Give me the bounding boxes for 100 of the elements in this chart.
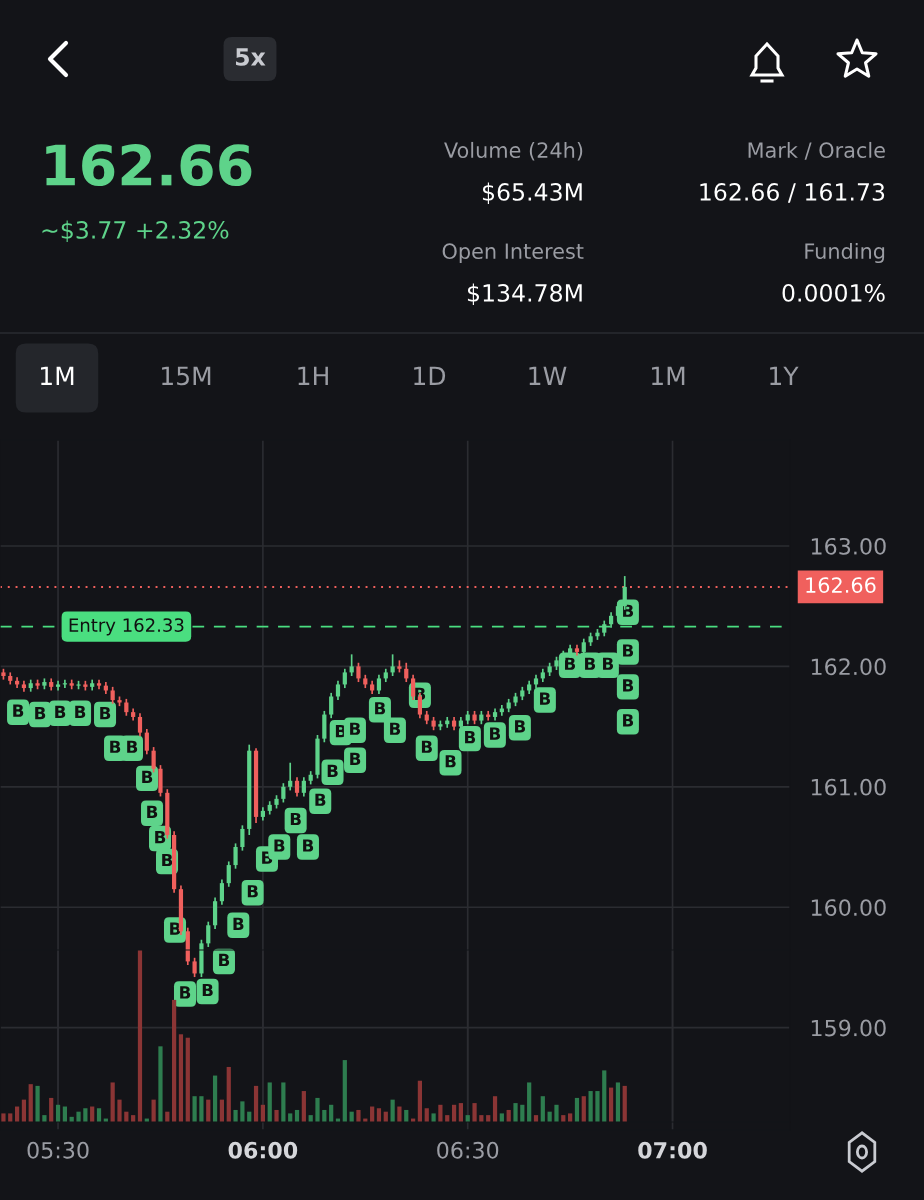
bar xyxy=(49,1097,54,1122)
bar xyxy=(458,1103,463,1122)
text: 1D xyxy=(414,366,446,385)
candlestick xyxy=(329,692,334,720)
bar xyxy=(110,1082,115,1122)
annotation: B xyxy=(155,831,166,844)
text: 5x xyxy=(235,48,266,66)
x-tick-label: 06:00 xyxy=(228,1141,298,1159)
annotation: B xyxy=(623,644,634,657)
bar xyxy=(253,1085,259,1122)
bar xyxy=(608,1087,614,1122)
candlestick xyxy=(144,728,149,756)
bar xyxy=(431,1113,436,1122)
bar xyxy=(622,1085,627,1122)
annotation: B xyxy=(55,705,66,718)
bar xyxy=(240,1101,245,1122)
annotation: B xyxy=(180,986,191,999)
annotation: B xyxy=(147,805,158,818)
candlestick xyxy=(390,653,395,677)
bar xyxy=(588,1091,593,1122)
y-tick-label: 161.00 xyxy=(811,778,886,796)
bar xyxy=(472,1103,477,1122)
annotation: B xyxy=(315,793,326,806)
x-tick-label: 06:30 xyxy=(437,1141,499,1159)
annotation: B xyxy=(75,705,86,718)
bar xyxy=(96,1108,102,1122)
annotation: B xyxy=(202,983,213,997)
y-tick-label: 159.00 xyxy=(811,1019,886,1037)
bar xyxy=(615,1082,621,1122)
annotation: B xyxy=(13,704,24,717)
annotation: B xyxy=(100,707,111,720)
bar xyxy=(233,1109,238,1122)
bar xyxy=(356,1109,361,1122)
annotation: B xyxy=(303,839,314,852)
candlestick xyxy=(226,860,231,888)
text: 15M xyxy=(162,366,211,386)
text: Open Interest xyxy=(442,243,584,264)
candlestick xyxy=(411,673,416,701)
text: 1W xyxy=(529,366,567,385)
candlestick xyxy=(349,653,354,677)
text: 162.66 xyxy=(46,144,252,187)
candlestick xyxy=(240,824,245,852)
bar xyxy=(540,1096,545,1122)
bar xyxy=(35,1085,40,1122)
y-tick-label: 163.00 xyxy=(811,537,886,555)
bar xyxy=(76,1111,81,1122)
annotation: B xyxy=(35,707,46,720)
bar xyxy=(527,1082,532,1122)
annotation: B xyxy=(350,752,361,765)
bar xyxy=(274,1109,279,1122)
annotation: B xyxy=(490,727,501,740)
bar xyxy=(178,1034,184,1122)
bar xyxy=(397,1106,402,1122)
bar xyxy=(554,1104,559,1122)
bar xyxy=(1,1113,6,1122)
bar xyxy=(83,1108,88,1122)
candlestick xyxy=(233,842,238,870)
candlestick xyxy=(335,680,341,701)
annotation: B xyxy=(142,770,153,783)
bar xyxy=(199,1096,204,1122)
bar xyxy=(158,1046,163,1122)
bar xyxy=(226,1066,231,1122)
bar xyxy=(117,1099,122,1122)
text: 1Y xyxy=(770,366,799,385)
annotation: B xyxy=(465,731,476,744)
bar xyxy=(492,1096,498,1122)
bar xyxy=(28,1084,33,1122)
candlestick xyxy=(192,956,197,978)
bar xyxy=(342,1060,347,1122)
annotation: B xyxy=(233,917,244,930)
ref-line-label: Entry 162.33 xyxy=(69,618,184,636)
annotation: B xyxy=(421,740,432,753)
bar xyxy=(267,1082,272,1122)
text: $65.43M xyxy=(482,182,582,204)
candlestick xyxy=(137,712,143,738)
annotation: B xyxy=(162,853,173,867)
text: Volume (24h) xyxy=(444,141,583,161)
text: 162.66 / 161.73 xyxy=(700,182,885,203)
text: Mark / Oracle xyxy=(748,141,885,160)
annotation: B xyxy=(585,657,596,670)
bar xyxy=(417,1080,423,1122)
x-tick-label: 05:30 xyxy=(27,1141,89,1159)
candlestick xyxy=(288,761,293,792)
candlestick xyxy=(294,776,300,798)
annotation: B xyxy=(623,714,634,727)
annotation: B xyxy=(623,679,634,692)
annotation: B xyxy=(350,722,361,735)
bar xyxy=(574,1097,580,1122)
annotation: B xyxy=(603,657,614,670)
bar xyxy=(595,1091,600,1122)
annotation: B xyxy=(515,720,526,733)
candlestick xyxy=(376,673,382,695)
x-tick-label: 07:00 xyxy=(638,1141,707,1159)
annotation: B xyxy=(274,839,285,852)
annotation: B xyxy=(219,953,230,967)
candlestick xyxy=(356,661,361,683)
bar xyxy=(185,1037,190,1122)
text: Funding xyxy=(805,242,885,264)
y-tick-label: 160.00 xyxy=(811,899,886,916)
bar xyxy=(42,1115,47,1122)
